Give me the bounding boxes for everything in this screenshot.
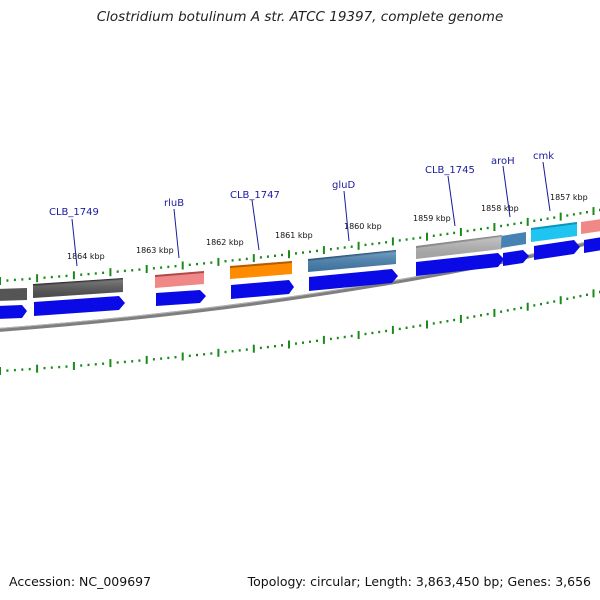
- tick-label: 1859 kbp: [413, 214, 451, 223]
- inner-tick-ring: [0, 289, 600, 375]
- feature-block[interactable]: [581, 219, 600, 234]
- tick-label: 1862 kbp: [206, 238, 244, 247]
- cds-arrow[interactable]: [503, 250, 529, 266]
- tick-label: 1861 kbp: [275, 231, 313, 240]
- feature-blocks: [0, 219, 600, 301]
- cds-arrows: [0, 237, 600, 319]
- tick-label: 1858 kbp: [481, 204, 519, 213]
- gene-label-clb1745[interactable]: CLB_1745: [425, 165, 475, 176]
- gene-label-clb1747[interactable]: CLB_1747: [230, 190, 280, 201]
- cds-arrow[interactable]: [534, 240, 580, 260]
- gene-label-leaders: [71, 161, 551, 267]
- tick-label: 1863 kbp: [136, 246, 174, 255]
- genome-backbone-highlight: [0, 238, 600, 329]
- tick-label: 1860 kbp: [344, 222, 382, 231]
- cds-arrow[interactable]: [309, 269, 398, 291]
- gene-label-cmk[interactable]: cmk: [533, 151, 554, 162]
- outer-tick-ring: [0, 207, 600, 285]
- accession-text: Accession: NC_009697: [9, 574, 152, 589]
- gene-label-glud[interactable]: gluD: [332, 180, 355, 191]
- tick-label: 1857 kbp: [550, 193, 588, 202]
- gene-labels: CLB_1749 rluB CLB_1747 gluD CLB_1745 aro…: [49, 151, 554, 218]
- gene-label-clb1749[interactable]: CLB_1749: [49, 207, 99, 218]
- gene-label-aroh[interactable]: aroH: [491, 156, 515, 167]
- cds-arrow[interactable]: [0, 305, 27, 319]
- tick-label: 1864 kbp: [67, 252, 105, 261]
- genome-summary: Topology: circular; Length: 3,863,450 bp…: [247, 574, 591, 589]
- cds-arrow[interactable]: [231, 280, 294, 299]
- feature-block[interactable]: [0, 288, 27, 301]
- cds-arrow[interactable]: [34, 296, 125, 316]
- genome-backbone: [0, 238, 600, 332]
- cds-arrow[interactable]: [416, 253, 504, 276]
- tick-labels: 1864 kbp 1863 kbp 1862 kbp 1861 kbp 1860…: [67, 193, 588, 261]
- feature-block[interactable]: [501, 232, 526, 248]
- map-title: Clostridium botulinum A str. ATCC 19397,…: [96, 9, 504, 25]
- cds-arrow[interactable]: [156, 290, 206, 306]
- cds-arrow[interactable]: [584, 237, 600, 253]
- gene-label-rlub[interactable]: rluB: [164, 198, 184, 209]
